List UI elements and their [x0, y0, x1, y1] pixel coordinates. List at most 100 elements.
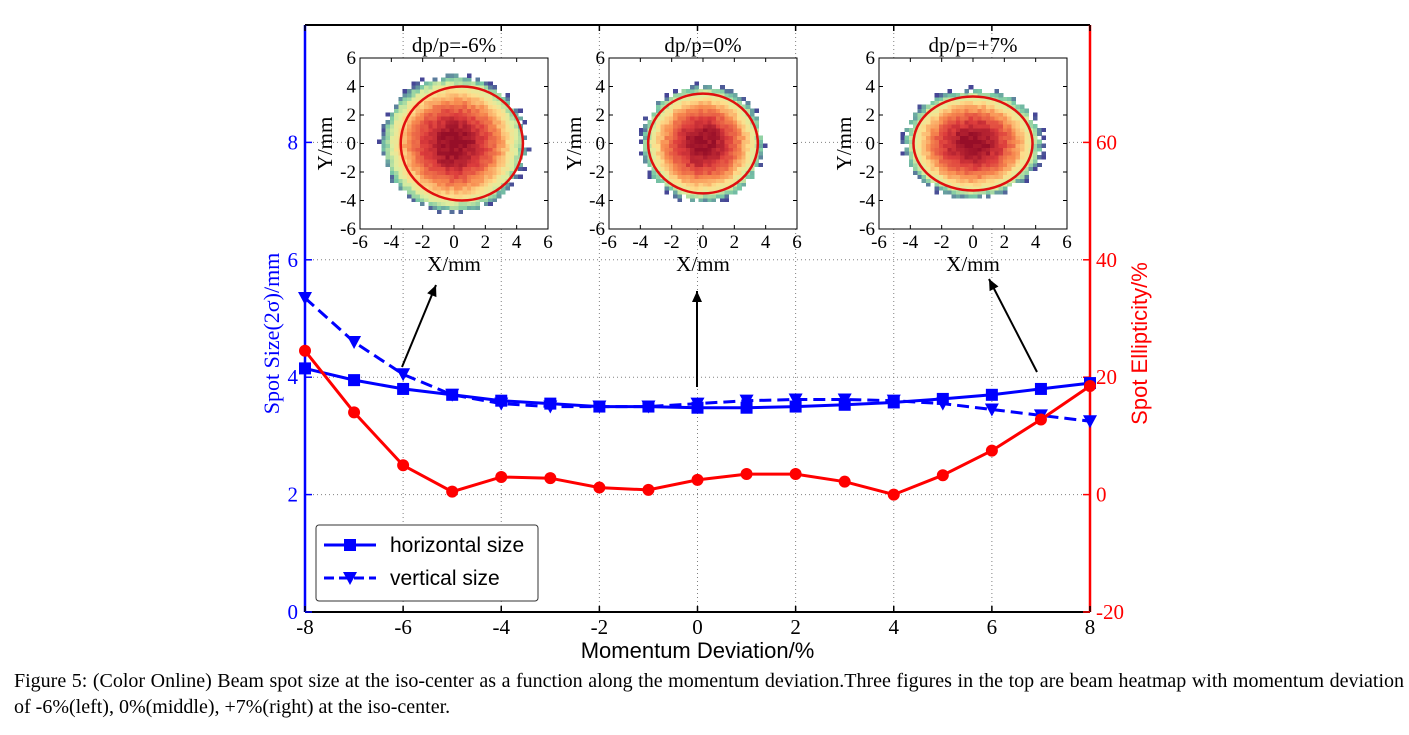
heatmap-cell — [407, 190, 412, 195]
heatmap-cell — [415, 166, 421, 172]
heatmap-cell — [398, 100, 404, 106]
heatmap-cell — [509, 124, 515, 129]
heatmap-cell — [428, 85, 434, 90]
heatmap-cell — [685, 127, 691, 133]
heatmap-cell — [479, 131, 485, 137]
heatmap-cell — [938, 139, 944, 144]
heatmap-cell — [724, 139, 730, 144]
heatmap-cell — [681, 174, 687, 179]
heatmap-cell — [1011, 178, 1017, 183]
heatmap-cell — [458, 201, 463, 207]
heatmap-cell — [681, 182, 687, 187]
heatmap-cell — [381, 127, 387, 133]
heatmap-cell — [1037, 155, 1042, 160]
heatmap-cell — [656, 120, 661, 125]
heatmap-cell — [703, 178, 708, 183]
heatmap-cell — [908, 139, 914, 144]
inset-x-tick-label: -4 — [383, 232, 399, 253]
heatmap-cell — [673, 186, 678, 191]
heatmap-cell — [673, 174, 678, 179]
heatmap-cell — [1024, 116, 1029, 121]
heatmap-cell — [947, 116, 953, 121]
heatmap-cell — [407, 104, 412, 109]
heatmap-cell — [715, 159, 721, 164]
heatmap-cell — [681, 96, 687, 102]
heatmap-cell — [715, 116, 721, 121]
heatmap-cell — [732, 178, 738, 183]
heatmap-cell — [445, 151, 451, 156]
heatmap-cell — [415, 186, 421, 191]
heatmap-cell — [385, 151, 391, 156]
heatmap-cell — [728, 170, 734, 175]
heatmap-cell — [908, 151, 914, 156]
heatmap-cell — [479, 112, 485, 117]
heatmap-cell — [690, 127, 695, 133]
heatmap-cell — [955, 112, 961, 117]
heatmap-cell — [415, 131, 421, 137]
heatmap-cell — [656, 162, 661, 168]
heatmap-cell — [664, 190, 670, 195]
heatmap-cell — [466, 96, 472, 102]
heatmap-cell — [998, 166, 1004, 172]
heatmap-cell — [968, 108, 974, 113]
heatmap-cell — [681, 104, 687, 109]
data-marker-circle — [691, 473, 704, 486]
heatmap-cell — [488, 124, 493, 129]
heatmap-cell — [398, 166, 404, 172]
heatmap-cell — [496, 100, 502, 106]
heatmap-cell — [436, 174, 442, 179]
heatmap-cell — [1007, 174, 1012, 179]
heatmap-cell — [1002, 96, 1008, 102]
heatmap-cell — [1002, 147, 1008, 152]
heatmap-cell — [501, 174, 506, 179]
heatmap-cell — [419, 201, 425, 207]
heatmap-cell — [398, 155, 404, 160]
heatmap-cell — [677, 197, 683, 203]
heatmap-cell — [951, 147, 957, 152]
heatmap-cell — [694, 178, 700, 183]
heatmap-cell — [505, 120, 510, 125]
heatmap-cell — [454, 127, 459, 133]
heatmap-cell — [681, 170, 687, 175]
heatmap-cell — [518, 135, 523, 141]
heatmap-cell — [454, 201, 459, 207]
x-tick-label: 2 — [790, 615, 801, 639]
heatmap-cell — [681, 116, 687, 121]
heatmap-cell — [445, 178, 451, 183]
heatmap-cell — [1020, 151, 1025, 156]
heatmap-cell — [977, 182, 982, 187]
heatmap-cell — [921, 124, 927, 129]
heatmap-cell — [926, 162, 931, 168]
heatmap-cell — [415, 120, 421, 125]
heatmap-cell — [728, 96, 734, 102]
heatmap-cell — [505, 162, 510, 168]
heatmap-cell — [685, 112, 691, 117]
heatmap-cell — [501, 147, 506, 152]
heatmap-cell — [398, 96, 404, 102]
heatmap-cell — [479, 120, 485, 125]
heatmap-cell — [1002, 104, 1008, 109]
heatmap-cell — [720, 162, 725, 168]
heatmap-cell — [436, 182, 442, 187]
heatmap-cell — [981, 151, 987, 156]
heatmap-cell — [415, 143, 421, 148]
heatmap-cell — [926, 182, 931, 187]
heatmap-cell — [483, 92, 489, 98]
heatmap-cell — [677, 166, 683, 172]
heatmap-cell — [741, 162, 747, 168]
right-y-tick-label: -20 — [1096, 600, 1124, 624]
heatmap-cell — [994, 135, 1000, 141]
heatmap-cell — [711, 131, 717, 137]
legend-label: vertical size — [390, 567, 500, 590]
heatmap-cell — [985, 104, 991, 109]
heatmap-cell — [1041, 143, 1047, 148]
heatmap-cell — [449, 155, 455, 160]
heatmap-cell — [419, 190, 425, 195]
heatmap-cell — [424, 104, 429, 109]
heatmap-cell — [998, 112, 1004, 117]
heatmap-cell — [720, 112, 725, 117]
heatmap-cell — [483, 135, 489, 141]
heatmap-cell — [934, 166, 940, 172]
heatmap-cell — [951, 182, 957, 187]
heatmap-cell — [1032, 124, 1038, 129]
